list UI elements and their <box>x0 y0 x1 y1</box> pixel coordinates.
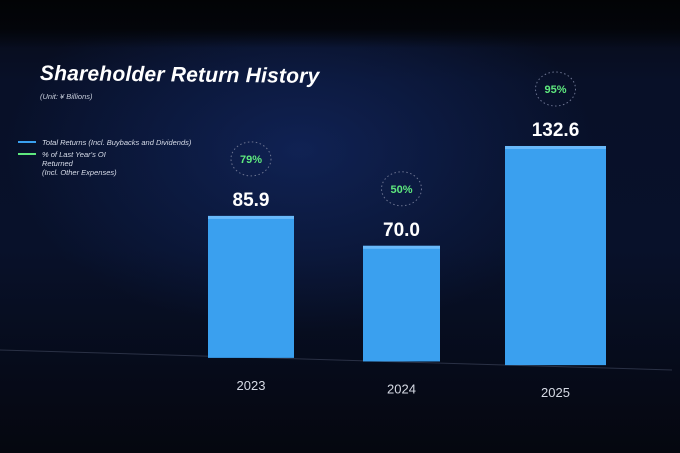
pct-label-2024: 50% <box>390 184 412 196</box>
chart-title: Shareholder Return History <box>39 62 320 88</box>
legend-label-total-returns: Total Returns (Incl. Buybacks and Divide… <box>42 138 192 147</box>
legend-item-total-returns: Total Returns (Incl. Buybacks and Divide… <box>18 138 191 147</box>
legend-item-pct-returned: % of Last Year's OI Returned (Incl. Othe… <box>18 150 191 177</box>
legend-label-pct-line2: Returned <box>42 159 73 168</box>
pct-label-2025: 95% <box>544 84 566 96</box>
bar-2023 <box>208 215 294 358</box>
chart-baseline <box>0 349 673 371</box>
pct-circle-2024 <box>381 171 422 207</box>
chart-legend: Total Returns (Incl. Buybacks and Divide… <box>18 138 191 177</box>
value-label-2023: 85.9 <box>233 190 270 211</box>
unit-note: (Unit: ¥ Billions) <box>40 92 93 101</box>
category-label-2025: 2025 <box>541 385 570 400</box>
pct-label-2023: 79% <box>240 154 262 166</box>
legend-label-pct-line1: % of Last Year's OI <box>42 150 106 159</box>
screen-bezel <box>0 0 680 48</box>
legend-label-pct-line3: (Incl. Other Expenses) <box>42 168 117 177</box>
bars-layer: 85.9 79% 2023 70.0 50% 2024 132.6 95% 2025 <box>208 71 606 400</box>
bar-top-highlight-2024 <box>363 245 440 249</box>
pct-circle-2025 <box>535 71 576 107</box>
bar-top-highlight-2023 <box>208 215 294 219</box>
legend-swatch-pct <box>18 153 36 155</box>
legend-swatch-bar <box>18 141 36 143</box>
bar-2025 <box>505 145 606 366</box>
value-label-2025: 132.6 <box>532 120 580 141</box>
value-label-2024: 70.0 <box>383 220 420 241</box>
pct-circle-2023 <box>230 141 272 177</box>
bar-2024 <box>363 245 440 362</box>
category-label-2024: 2024 <box>387 381 416 396</box>
bar-top-highlight-2025 <box>505 145 606 149</box>
category-label-2023: 2023 <box>237 378 266 393</box>
